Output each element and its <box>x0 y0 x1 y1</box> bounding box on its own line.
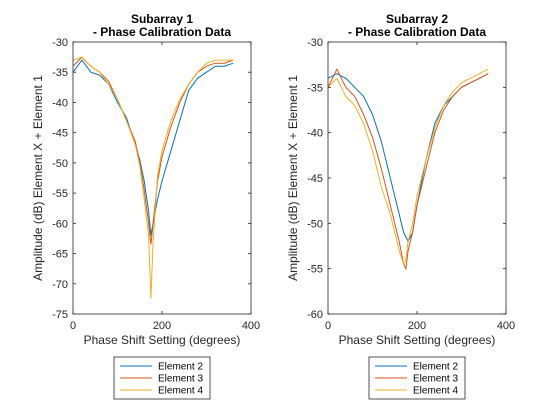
legend-label: Element 3 <box>158 374 203 385</box>
y-tick-label: -30 <box>307 37 323 49</box>
subplot-2: Subarray 2- Phase Calibration Data -60 -55… <box>286 12 515 400</box>
y-tick-label: -50 <box>307 218 323 230</box>
legend-label: Element 2 <box>413 362 458 373</box>
y-tick-label: -60 <box>52 218 68 230</box>
series-line-element-4 <box>73 56 234 299</box>
chart-title-line-2: - Phase Calibration Data <box>348 25 486 39</box>
x-tick-label: 0 <box>70 320 76 332</box>
legend-label: Element 3 <box>413 374 458 385</box>
y-tick-label: -35 <box>307 82 323 94</box>
y-tick-label: -40 <box>307 128 323 140</box>
series-line-element-2 <box>73 59 234 236</box>
axes-box <box>327 41 507 315</box>
y-tick-label: -40 <box>52 97 68 109</box>
series-line-element-4 <box>328 68 489 266</box>
legend-label: Element 4 <box>158 386 203 397</box>
chart-title-line-2: - Phase Calibration Data <box>93 25 231 39</box>
x-axis-label: Phase Shift Setting (degrees) <box>84 333 241 347</box>
chart-title-line-1: Subarray 2 <box>386 12 448 26</box>
y-tick-label: -45 <box>307 173 323 185</box>
y-tick-label: -35 <box>52 67 68 79</box>
y-tick-label: -55 <box>52 188 68 200</box>
x-tick-label: 200 <box>153 320 171 332</box>
y-tick-label: -75 <box>52 309 68 321</box>
y-axis-label: Amplitude (dB) Element X + Element 1 <box>286 75 300 281</box>
x-tick-label: 200 <box>408 320 426 332</box>
y-tick-label: -45 <box>52 128 68 140</box>
y-tick-label: -60 <box>307 309 323 321</box>
legend-label: Element 4 <box>413 386 458 397</box>
subplot-1: Subarray 1- Phase Calibration Data -75 -70… <box>31 12 260 400</box>
x-tick-label: 0 <box>325 320 331 332</box>
y-tick-label: -70 <box>52 279 68 291</box>
legend-label: Element 2 <box>158 362 203 373</box>
series-line-element-2 <box>328 73 489 243</box>
x-tick-label: 400 <box>497 320 515 332</box>
series-line-element-3 <box>73 56 234 245</box>
x-axis-label: Phase Shift Setting (degrees) <box>339 333 496 347</box>
y-tick-label: -65 <box>52 249 68 261</box>
chart-title-line-1: Subarray 1 <box>131 12 193 26</box>
y-axis-label: Amplitude (dB) Element X + Element 1 <box>31 75 45 281</box>
y-tick-label: -30 <box>52 37 68 49</box>
y-tick-label: -50 <box>52 158 68 170</box>
axes-box <box>72 41 252 315</box>
series-line-element-3 <box>328 68 489 271</box>
y-tick-label: -55 <box>307 264 323 276</box>
x-tick-label: 400 <box>242 320 260 332</box>
